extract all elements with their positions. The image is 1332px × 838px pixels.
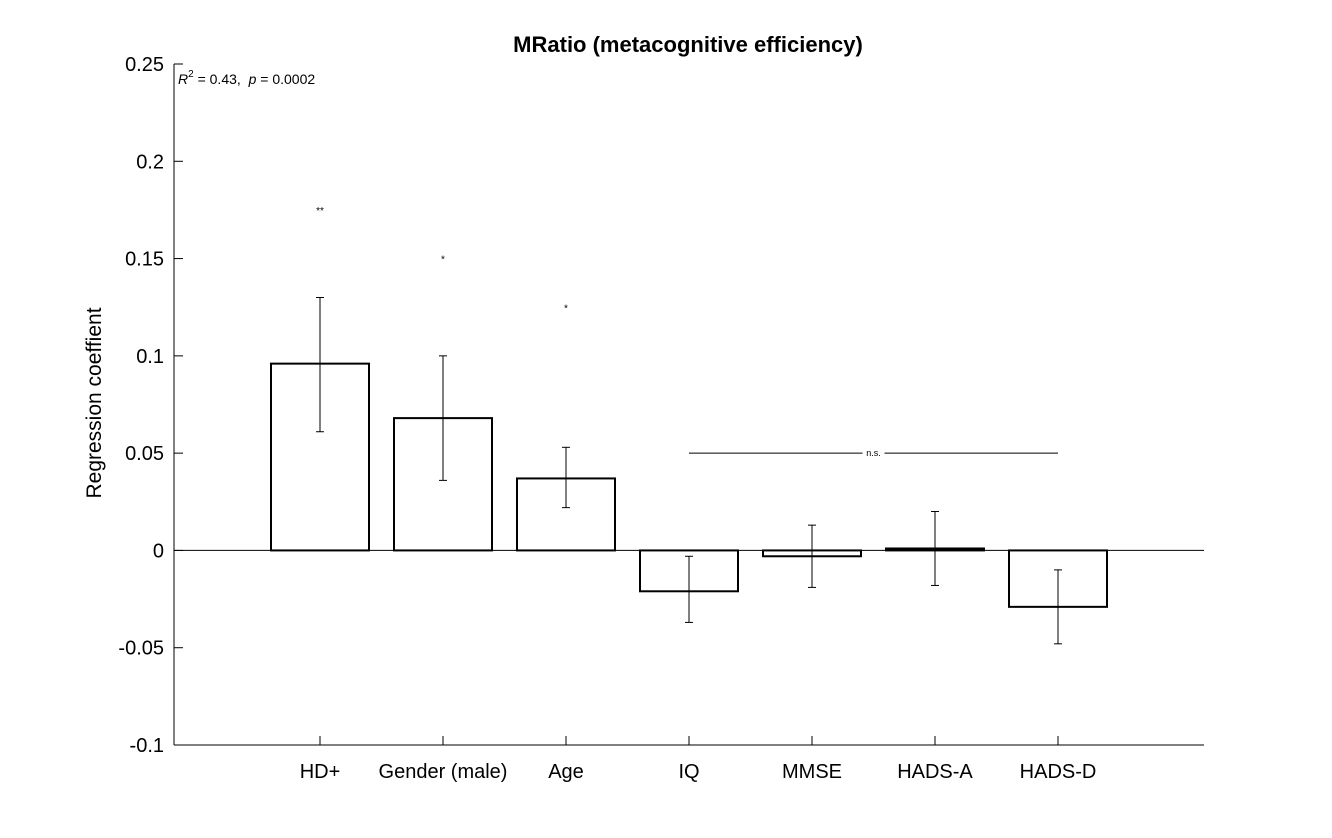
p-value: = 0.0002: [256, 71, 315, 87]
y-axis-label: Regression coeffient: [83, 307, 106, 498]
significance-marker: **: [316, 206, 324, 217]
x-tick-label: MMSE: [782, 761, 842, 783]
y-tick-label: 0.1: [136, 346, 164, 368]
y-tick-label: 0.25: [125, 54, 164, 76]
r2-symbol: R: [178, 71, 188, 87]
x-tick-label: HD+: [300, 761, 341, 783]
y-tick-label: 0.05: [125, 443, 164, 465]
x-tick-label: Gender (male): [379, 761, 508, 783]
r2-value: = 0.43,: [194, 71, 249, 87]
x-tick-label: Age: [548, 761, 584, 783]
y-tick-label: 0.2: [136, 151, 164, 173]
x-tick-label: HADS-A: [897, 761, 973, 783]
significance-marker: *: [441, 255, 445, 266]
x-tick-label: HADS-D: [1020, 761, 1097, 783]
chart-title: MRatio (metacognitive efficiency): [513, 32, 863, 57]
y-tick-label: 0.15: [125, 249, 164, 271]
x-tick-label: IQ: [678, 761, 699, 783]
significance-marker: *: [564, 303, 568, 314]
y-tick-label: -0.05: [118, 638, 164, 660]
model-stats: R2 = 0.43, p = 0.0002: [178, 69, 315, 87]
ns-label: n.s.: [866, 448, 881, 458]
r2-superscript: 2: [188, 69, 194, 80]
p-symbol: p: [248, 71, 257, 87]
y-tick-label: 0: [153, 540, 164, 562]
plot-area: -0.1 -0.05 0 0.05 0.1 0.15 0.2 0.25 HD+ Gender (m…: [118, 54, 1204, 783]
y-tick-label: -0.1: [130, 735, 164, 757]
